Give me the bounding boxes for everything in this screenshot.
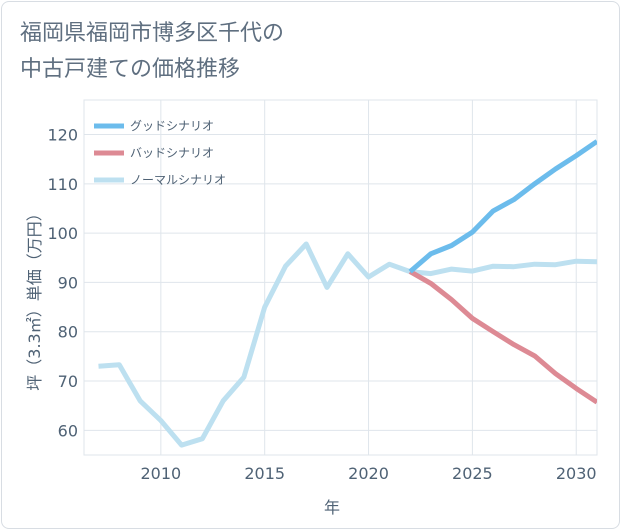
x-tick-label: 2015 xyxy=(244,464,285,483)
grid xyxy=(83,99,598,456)
x-tick-label: 2030 xyxy=(556,464,597,483)
x-tick-label: 2010 xyxy=(140,464,181,483)
plot-frame xyxy=(83,99,598,456)
x-tick-label: 2025 xyxy=(452,464,493,483)
y-tick-label: 100 xyxy=(47,224,78,243)
y-tick-label: 70 xyxy=(58,372,78,391)
series-line-0 xyxy=(408,139,597,274)
x-tick-label: 2020 xyxy=(348,464,389,483)
x-axis-ticks: 2010 2015 2020 2025 2030 xyxy=(140,464,596,483)
y-tick-label: 80 xyxy=(58,323,78,342)
legend-label: バッドシナリオ xyxy=(130,146,214,160)
x-axis-label: 年 xyxy=(324,498,340,517)
y-tick-label: 110 xyxy=(47,175,78,194)
y-tick-label: 90 xyxy=(58,273,78,292)
legend-label: ノーマルシナリオ xyxy=(130,173,226,187)
series-lines xyxy=(98,139,597,448)
y-tick-label: 60 xyxy=(58,421,78,440)
series-line-2 xyxy=(98,241,597,448)
y-axis-label: 坪（3.3㎡）単価（万円） xyxy=(25,205,44,390)
legend-label: グッドシナリオ xyxy=(130,119,214,133)
y-axis-ticks: 60 70 80 90 100 110 120 xyxy=(47,126,78,441)
y-tick-label: 120 xyxy=(47,126,78,145)
series-line-1 xyxy=(408,269,597,405)
chart-title: 福岡県福岡市博多区千代の 中古戸建ての価格推移 xyxy=(20,21,285,82)
